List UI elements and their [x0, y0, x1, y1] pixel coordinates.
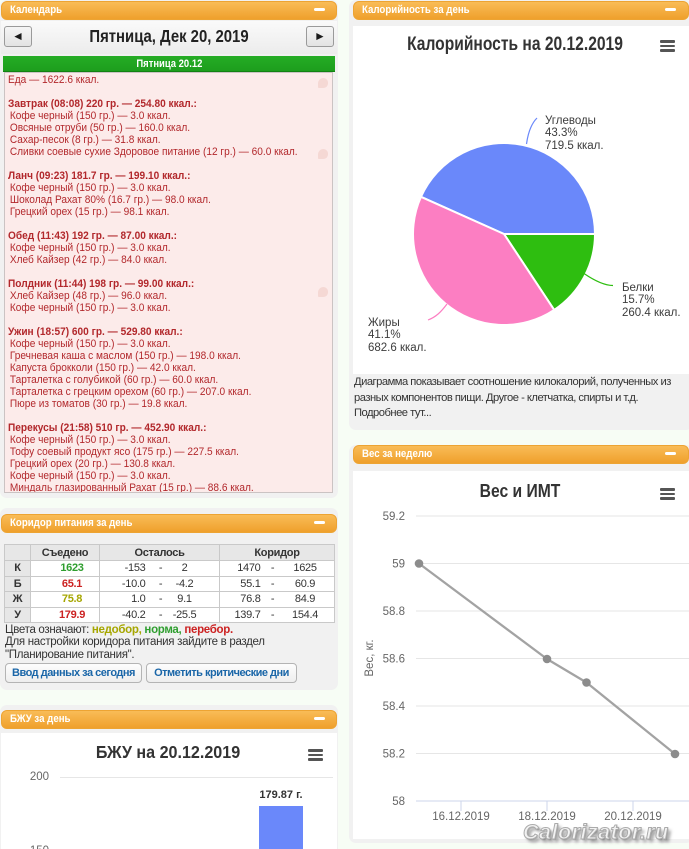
svg-text:58.6: 58.6	[383, 654, 405, 666]
svg-text:59.2: 59.2	[383, 511, 405, 523]
svg-text:58: 58	[392, 796, 405, 808]
svg-text:58.2: 58.2	[383, 749, 405, 761]
svg-text:20.12.2019: 20.12.2019	[604, 811, 662, 823]
svg-text:58.4: 58.4	[383, 701, 406, 713]
svg-text:59: 59	[392, 559, 405, 571]
svg-text:18.12.2019: 18.12.2019	[518, 811, 576, 823]
svg-text:Вес, кг.: Вес, кг.	[364, 639, 376, 676]
svg-text:16.12.2019: 16.12.2019	[432, 811, 490, 823]
svg-text:58.8: 58.8	[383, 606, 405, 618]
